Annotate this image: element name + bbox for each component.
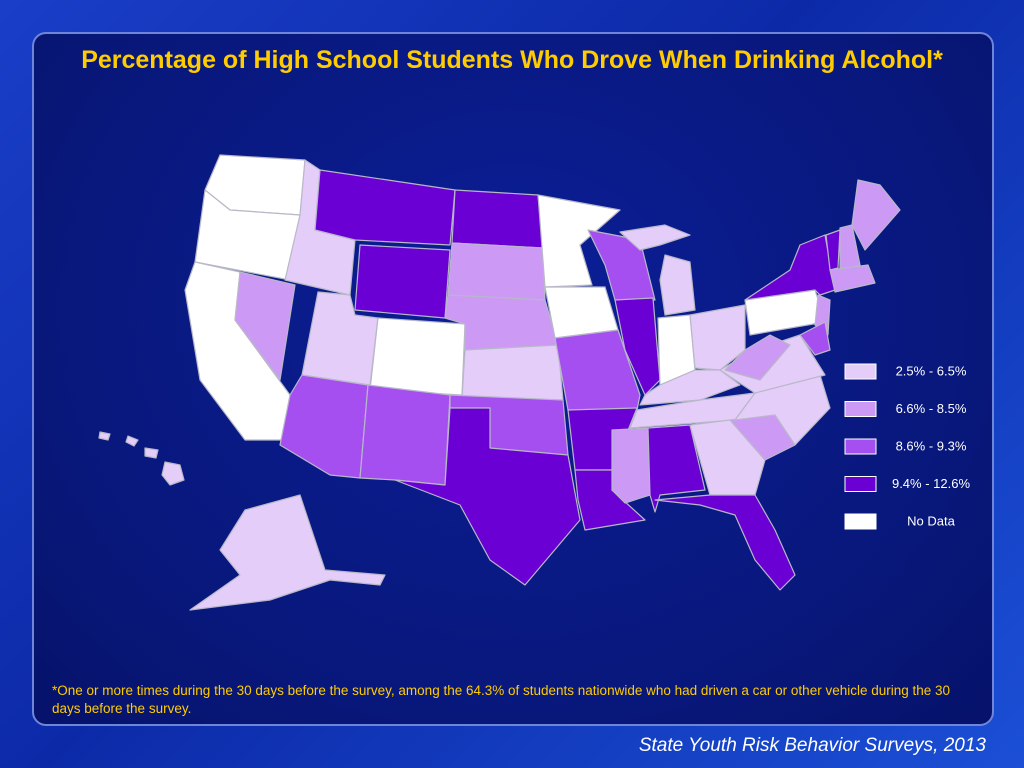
legend-label: No Data bbox=[907, 513, 955, 528]
state bbox=[394, 407, 581, 586]
state bbox=[544, 286, 619, 339]
state bbox=[654, 494, 796, 591]
state bbox=[554, 329, 641, 411]
legend-swatch bbox=[844, 401, 877, 417]
state bbox=[369, 317, 466, 396]
legend-label: 9.4% - 12.6% bbox=[892, 476, 970, 491]
state bbox=[619, 224, 691, 251]
legend-swatch bbox=[844, 363, 877, 380]
legend-label: 2.5% - 6.5% bbox=[896, 363, 967, 378]
legend-label: 8.6% - 9.3% bbox=[896, 438, 967, 453]
legend-swatch bbox=[844, 438, 877, 455]
state bbox=[724, 334, 791, 381]
state bbox=[359, 384, 451, 486]
legend: 2.5% - 6.5% 6.6% - 8.5% 8.6% - 9.3% 9.4% - … bbox=[844, 363, 970, 530]
state bbox=[354, 244, 451, 319]
state bbox=[447, 242, 546, 301]
state bbox=[314, 169, 456, 246]
state bbox=[234, 271, 296, 381]
footnote: *One or more times during the 30 days be… bbox=[52, 683, 951, 716]
state bbox=[829, 264, 876, 293]
state bbox=[614, 297, 661, 396]
state bbox=[451, 189, 544, 249]
state bbox=[161, 461, 185, 486]
state bbox=[98, 431, 111, 441]
state bbox=[744, 234, 836, 301]
state bbox=[537, 194, 621, 288]
state bbox=[144, 447, 159, 459]
legend-label: 6.6% - 8.5% bbox=[896, 401, 967, 416]
state bbox=[125, 435, 139, 447]
state bbox=[639, 369, 741, 406]
legend-swatch bbox=[844, 513, 877, 530]
state bbox=[279, 374, 369, 479]
state bbox=[851, 179, 901, 251]
state bbox=[825, 229, 841, 271]
source: State Youth Risk Behavior Surveys, 2013 bbox=[638, 735, 986, 756]
state bbox=[659, 254, 696, 316]
state bbox=[189, 494, 386, 611]
state bbox=[461, 344, 564, 401]
legend-swatch bbox=[844, 476, 877, 492]
states bbox=[98, 154, 901, 611]
title: Percentage of High School Students Who D… bbox=[81, 46, 943, 74]
state bbox=[689, 304, 746, 371]
state bbox=[799, 321, 831, 356]
state bbox=[839, 224, 861, 271]
state bbox=[611, 427, 651, 504]
